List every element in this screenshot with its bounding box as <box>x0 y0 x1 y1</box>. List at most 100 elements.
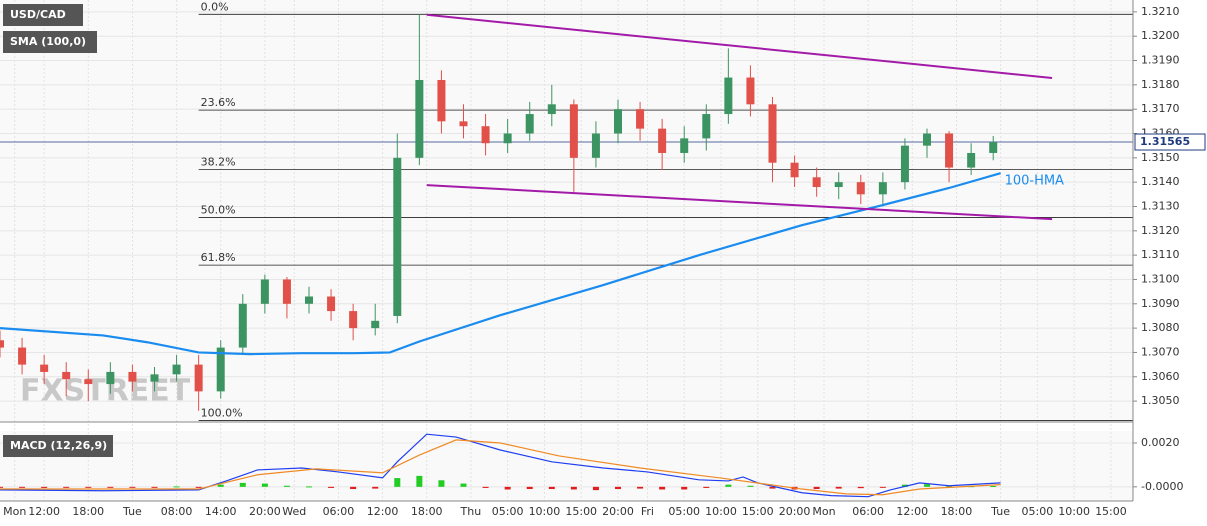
candle-body <box>591 133 600 158</box>
legend-box <box>3 435 113 457</box>
candle-body <box>150 374 159 382</box>
fib-label: 38.2% <box>201 156 236 169</box>
x-tick-label: 15:00 <box>742 505 774 518</box>
candle-body <box>547 104 556 115</box>
histogram-bar <box>438 480 445 487</box>
histogram-bar <box>85 486 92 488</box>
y-tick-label: 1.3150 <box>1141 151 1180 164</box>
histogram-bar <box>570 486 577 490</box>
histogram-bar <box>659 486 666 490</box>
histogram-bar <box>592 486 599 491</box>
candle-body <box>415 79 424 158</box>
histogram-bar <box>0 486 3 488</box>
candle-body <box>62 371 71 380</box>
candle-body <box>459 121 468 127</box>
price-tag <box>1134 133 1206 151</box>
candle-body <box>305 296 313 304</box>
candle-body <box>349 311 358 329</box>
legend-macd: MACD (12,26,9) <box>10 439 107 452</box>
x-tick-label: 05:00 <box>668 505 700 518</box>
histogram-bar <box>703 486 710 488</box>
histogram-bar <box>681 486 688 490</box>
candle-body <box>84 379 93 385</box>
x-tick-label: 20:00 <box>779 505 811 518</box>
y-tick-label: 1.3070 <box>1141 345 1180 358</box>
candle-body <box>238 303 247 348</box>
x-tick-label: 10:00 <box>705 505 737 518</box>
histogram-bar <box>173 486 180 488</box>
x-tick-label: 20:00 <box>602 505 634 518</box>
y-tick-label: 1.3180 <box>1141 78 1180 91</box>
histogram-bar <box>725 484 732 487</box>
x-tick-label: Fri <box>641 505 654 518</box>
histogram-bar <box>63 486 70 488</box>
candle-body <box>371 320 380 329</box>
plot: 0.0% 23.6% 38.2% 50.0% 61.8% 100.0% 100-HMA <box>0 0 1133 501</box>
fib-label: 100.0% <box>201 407 243 420</box>
trendline <box>426 184 1053 221</box>
candle-body <box>923 133 931 146</box>
x-tick-label: 18:00 <box>941 505 973 518</box>
histogram-bar <box>306 486 312 488</box>
legend-symbol: USD/CAD <box>10 8 66 21</box>
histogram-bar <box>107 486 114 488</box>
candle-body <box>327 296 336 312</box>
histogram-bar <box>195 486 202 488</box>
hma-label: 100-HMA <box>1005 174 1064 189</box>
candle-body <box>834 182 843 188</box>
candle-body <box>768 104 777 163</box>
y-tick-label: 1.3050 <box>1141 394 1180 407</box>
x-tick-label: Mon <box>3 505 26 518</box>
y-tick-label: 1.3080 <box>1141 321 1180 334</box>
x-tick-label: Tue <box>122 505 142 518</box>
y-tick-label: 0.0020 <box>1141 436 1180 449</box>
x-tick-label: 12:00 <box>28 505 60 518</box>
histogram-bar <box>372 486 379 489</box>
fib-label: 50.0% <box>201 203 236 216</box>
histogram-bar <box>813 486 820 490</box>
x-tick-label: 06:00 <box>852 505 884 518</box>
price-tag-label: 1.31565 <box>1140 135 1190 148</box>
candle-body <box>812 177 821 188</box>
y-tick-label: 1.3200 <box>1141 29 1180 42</box>
candle-body <box>967 152 976 168</box>
candle-body <box>393 157 402 316</box>
x-tick-label: 15:00 <box>1095 505 1127 518</box>
y-tick-label: 1.3140 <box>1141 175 1180 188</box>
histogram-bar <box>394 478 401 487</box>
price-panel <box>0 0 1133 422</box>
histogram-bar <box>328 486 335 488</box>
candle-body <box>636 109 645 129</box>
candle-body <box>260 279 269 304</box>
x-tick-label: 18:00 <box>411 505 443 518</box>
histogram-bar <box>416 475 423 487</box>
candle-body <box>724 77 733 115</box>
x-tick-label: Thu <box>460 505 482 518</box>
x-tick-label: Wed <box>282 505 306 518</box>
x-tick-label: 20:00 <box>249 505 281 518</box>
candle-body <box>790 162 799 178</box>
y-tick-label: 1.3060 <box>1141 370 1180 383</box>
candle-body <box>128 371 137 382</box>
candle-body <box>18 347 27 365</box>
histogram-bar <box>901 484 908 487</box>
x-tick-label: 05:00 <box>1022 505 1054 518</box>
candle-body <box>437 79 446 122</box>
candle-body <box>856 182 865 195</box>
y-tick-label: 1.3190 <box>1141 54 1180 67</box>
histogram-bar <box>615 486 621 490</box>
candle-body <box>216 347 225 392</box>
x-tick-label: Mon <box>812 505 835 518</box>
candle-body <box>702 114 711 139</box>
histogram-bar <box>637 486 644 489</box>
histogram-bar <box>350 486 357 490</box>
candle-body <box>658 128 667 153</box>
histogram-bar <box>548 486 555 490</box>
y-tick-label: 1.3100 <box>1141 272 1180 285</box>
candle-body <box>0 340 4 348</box>
x-tick-label: 15:00 <box>565 505 597 518</box>
y-tick-label: 1.3120 <box>1141 224 1180 237</box>
histogram-bar <box>924 484 930 487</box>
candle-body <box>989 142 998 153</box>
